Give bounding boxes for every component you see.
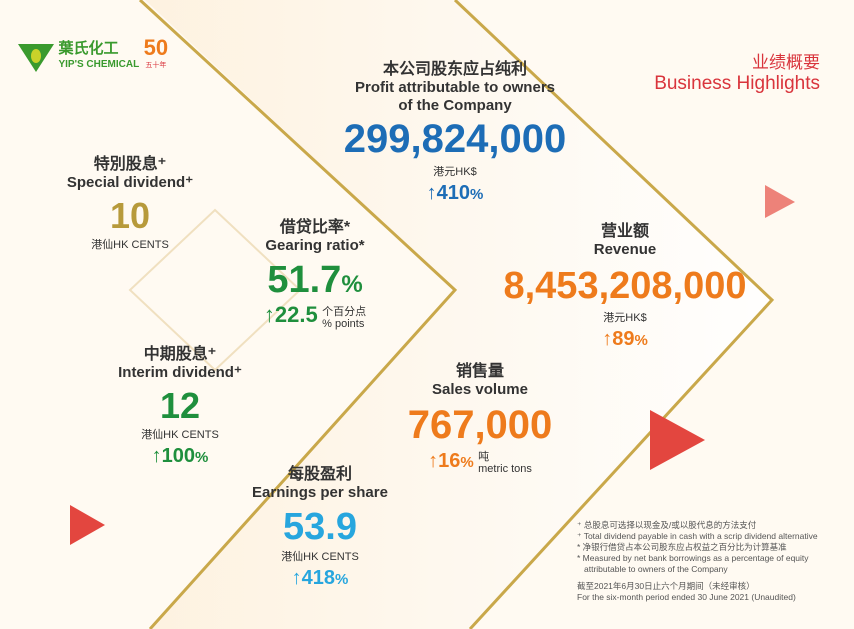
profit-block: 本公司股东应占纯利 Profit attributable to owners …: [343, 61, 567, 204]
page-title: 业绩概要 Business Highlights: [654, 53, 820, 94]
interim-dividend-block: 中期股息⁺ Interim dividend⁺ 12 港仙HK CENTS ↑1…: [118, 346, 242, 467]
footnotes: ⁺ 总股息可选择以现金及/或以股代息的方法支付 ⁺ Total dividend…: [577, 520, 818, 602]
company-logo: 葉氏化工 YIP'S CHEMICAL 50 五十年: [18, 37, 193, 72]
logo-mark-icon: [18, 44, 54, 72]
special-dividend-block: 特別股息⁺ Special dividend⁺ 10 港仙HK CENTS: [66, 156, 194, 251]
eps-block: 每股盈利 Earnings per share 53.9 港仙HK CENTS …: [252, 466, 388, 589]
revenue-block: 营业额 Revenue 8,453,208,000 港元HK$ ↑89%: [503, 223, 747, 350]
gearing-block: 借贷比率* Gearing ratio* 51.7% ↑22.5 个百分点% p…: [263, 219, 367, 330]
sales-volume-block: 销售量 Sales volume 767,000 ↑16% 吨 metric to…: [407, 363, 553, 475]
